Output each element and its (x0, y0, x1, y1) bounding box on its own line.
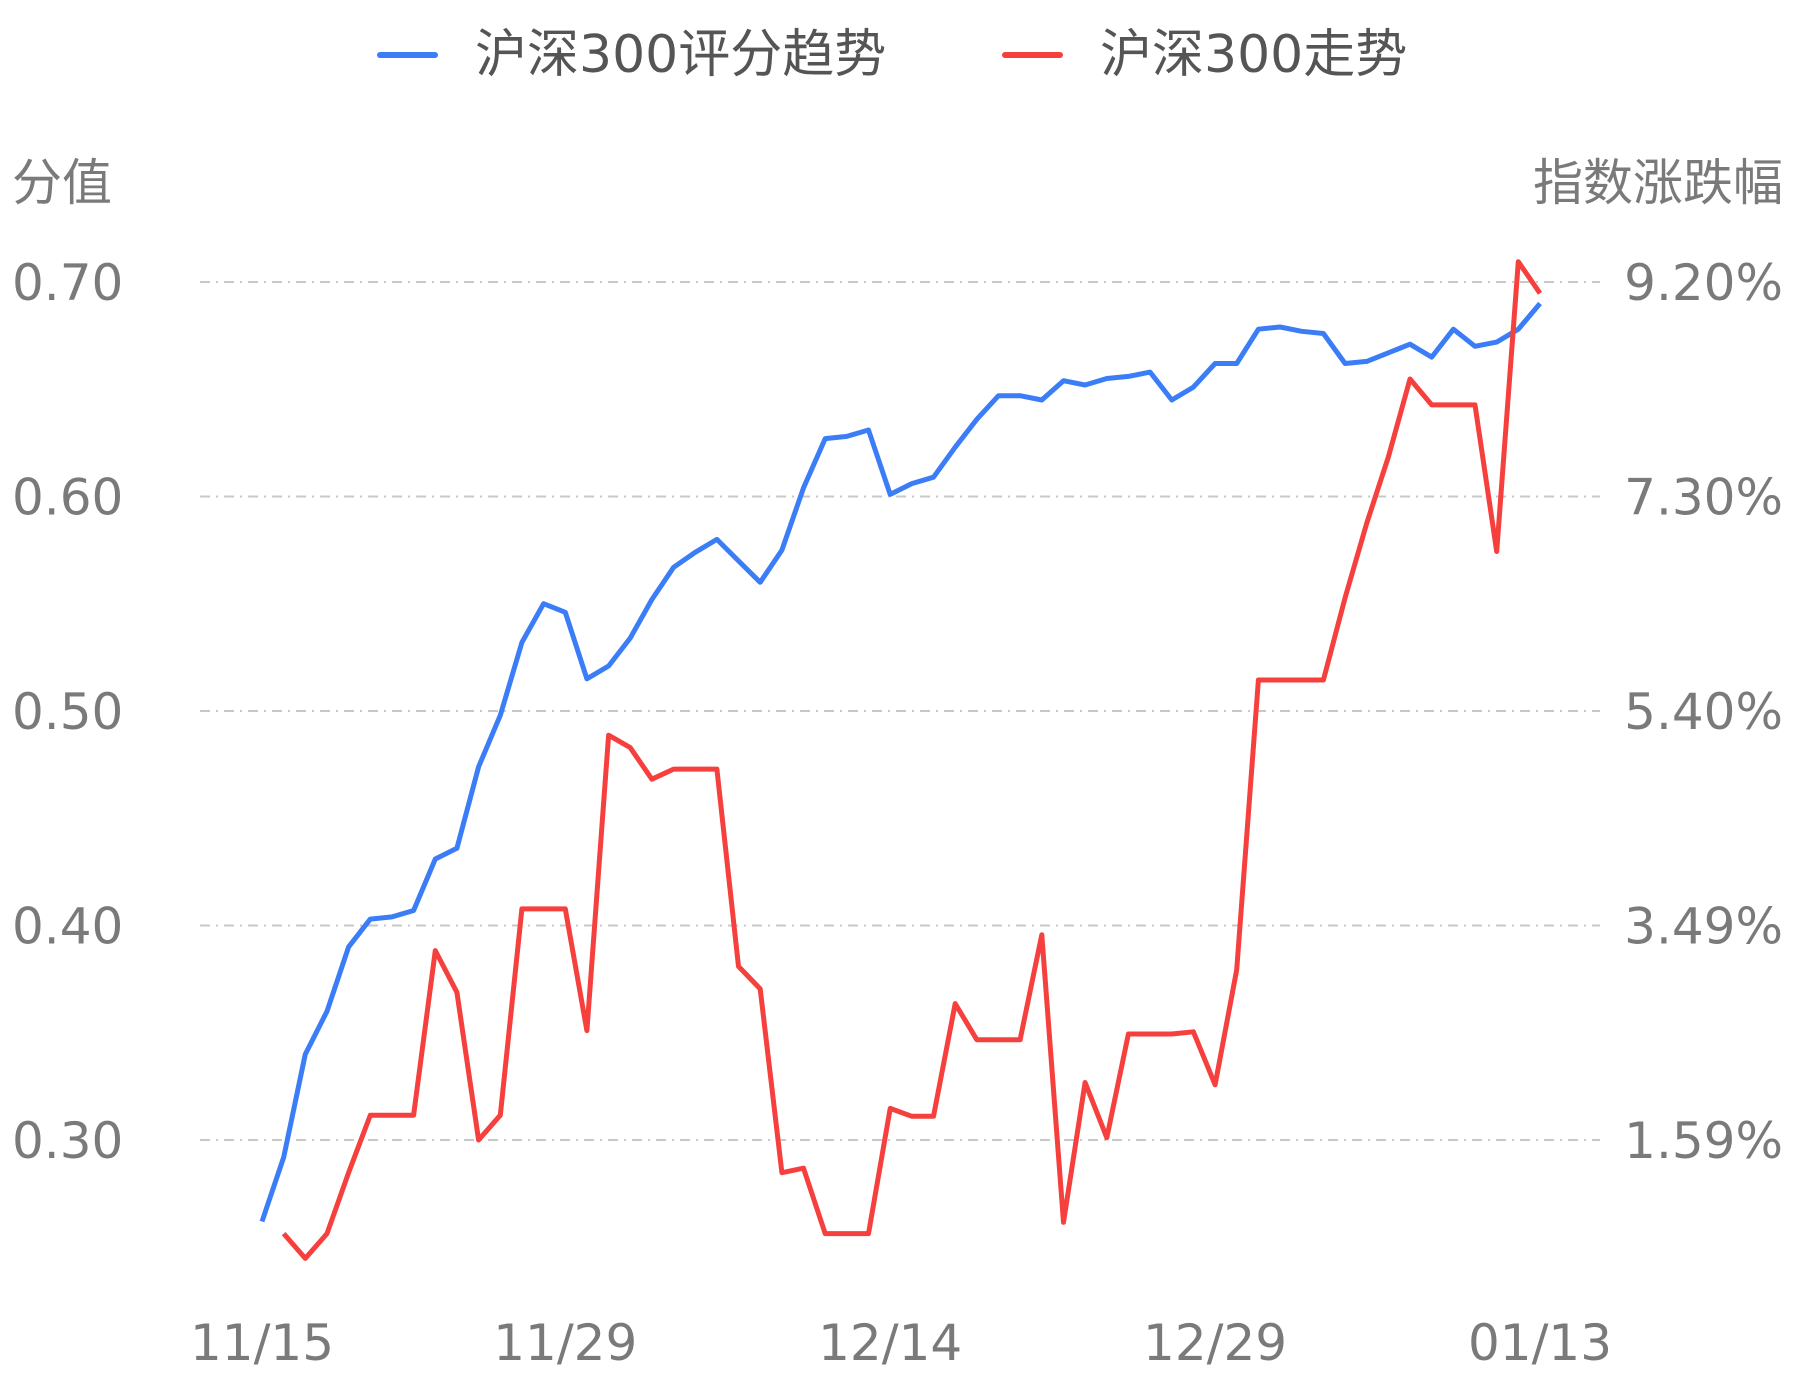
series-line-index (281, 259, 1543, 1261)
x-tick-label: 11/15 (190, 1314, 334, 1372)
series-lines (259, 259, 1543, 1261)
series-line-score (259, 301, 1542, 1223)
x-tick-label: 12/29 (1143, 1314, 1287, 1372)
y-right-tick-labels: 9.20% 7.30% 5.40% 3.49% 1.59% (1624, 254, 1783, 1170)
x-tick-label: 11/29 (493, 1314, 637, 1372)
y-right-tick-label: 9.20% (1624, 254, 1783, 312)
y-left-axis-title: 分值 (12, 154, 112, 212)
y-left-tick-labels: 0.70 0.60 0.50 0.40 0.30 (12, 254, 123, 1170)
y-left-tick-label: 0.70 (12, 254, 123, 312)
x-tick-label: 12/14 (818, 1314, 962, 1372)
y-right-axis-title: 指数涨跌幅 (1533, 154, 1783, 212)
y-left-tick-label: 0.60 (12, 469, 123, 527)
x-tick-labels: 11/15 11/29 12/14 12/29 01/13 (190, 1314, 1612, 1372)
y-right-tick-label: 1.59% (1624, 1112, 1783, 1170)
gridlines (200, 281, 1600, 1141)
legend: 沪深300评分趋势 沪深300走势 (377, 25, 1407, 85)
y-left-tick-label: 0.50 (12, 683, 123, 741)
y-right-tick-label: 5.40% (1624, 683, 1783, 741)
legend-label-score: 沪深300评分趋势 (475, 25, 886, 85)
y-left-tick-label: 0.40 (12, 898, 123, 956)
y-right-tick-label: 7.30% (1624, 469, 1783, 527)
x-tick-label: 01/13 (1468, 1314, 1612, 1372)
y-left-tick-label: 0.30 (12, 1112, 123, 1170)
y-right-tick-label: 3.49% (1624, 898, 1783, 956)
legend-label-index: 沪深300走势 (1100, 25, 1407, 85)
